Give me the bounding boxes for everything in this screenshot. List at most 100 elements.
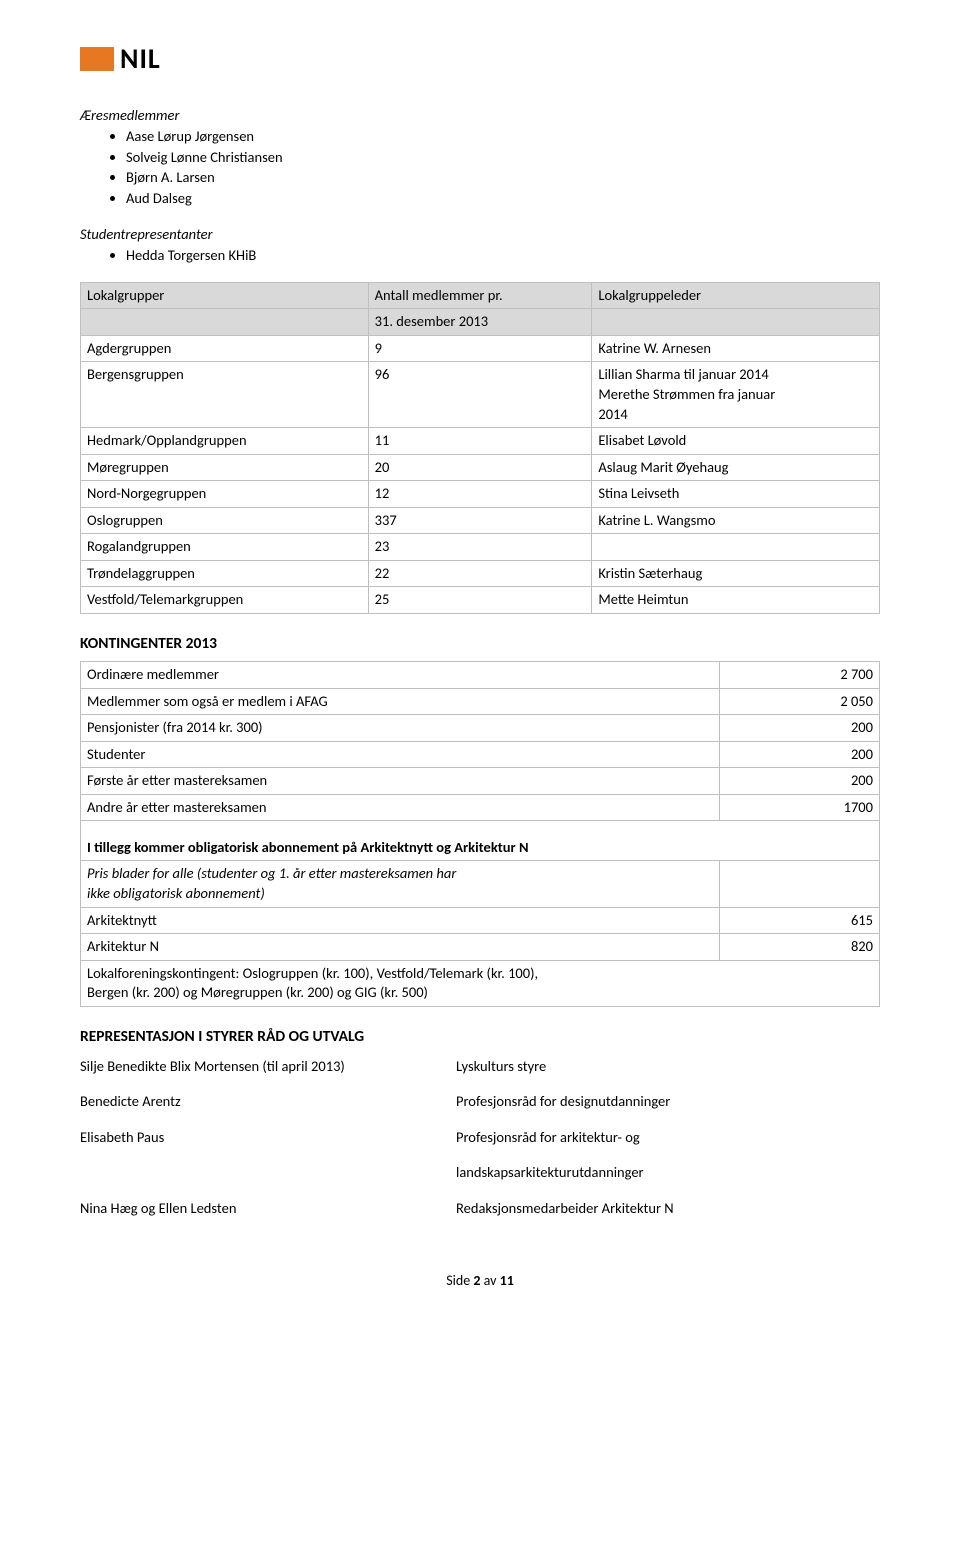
table-cell: Nina Hæg og Ellen Ledsten <box>80 1196 456 1222</box>
table-cell: Aslaug Marit Øyehaug <box>592 454 880 481</box>
table-row: Ordinære medlemmer 2 700 <box>81 661 880 688</box>
page-footer: Side 2 av 11 <box>80 1272 880 1291</box>
table-cell: Rogalandgruppen <box>81 534 369 561</box>
table-cell: Møregruppen <box>81 454 369 481</box>
table-cell <box>81 309 369 336</box>
table-cell: 337 <box>368 507 592 534</box>
table-cell: Medlemmer som også er medlem i AFAG <box>81 688 720 715</box>
table-cell: Silje Benedikte Blix Mortensen (til apri… <box>80 1054 456 1080</box>
table-cell: Mette Heimtun <box>592 587 880 614</box>
table-row <box>81 821 880 835</box>
table-cell: 20 <box>368 454 592 481</box>
table-cell: 200 <box>720 715 880 742</box>
table-cell: 2 700 <box>720 661 880 688</box>
aeres-list: Aase Lørup Jørgensen Solveig Lønne Chris… <box>80 127 880 208</box>
kontingenter-table: Ordinære medlemmer 2 700 Medlemmer som o… <box>80 661 880 1007</box>
table-row: Rogalandgruppen 23 <box>81 534 880 561</box>
pris-note: Pris blader for alle (studenter og 1. år… <box>81 861 720 907</box>
table-row: Trøndelaggruppen 22 Kristin Sæterhaug <box>81 560 880 587</box>
table-row: Første år etter mastereksamen 200 <box>81 768 880 795</box>
table-row: Andre år etter mastereksamen 1700 <box>81 794 880 821</box>
table-cell: Stina Leivseth <box>592 481 880 508</box>
footer-note: Lokalforeningskontingent: Oslogruppen (k… <box>81 960 880 1006</box>
table-cell <box>720 861 880 907</box>
table-cell: 11 <box>368 428 592 455</box>
table-cell: Agdergruppen <box>81 335 369 362</box>
kontingenter-title: KONTINGENTER 2013 <box>80 634 880 655</box>
studrep-title: Studentrepresentanter <box>80 225 880 245</box>
table-cell: 200 <box>720 768 880 795</box>
table-cell: Trøndelaggruppen <box>81 560 369 587</box>
footer-prefix: Side <box>446 1272 473 1289</box>
table-header: Antall medlemmer pr. <box>368 282 592 309</box>
table-row: Møregruppen 20 Aslaug Marit Øyehaug <box>81 454 880 481</box>
table-cell <box>80 1160 456 1186</box>
aeres-title: Æresmedlemmer <box>80 106 880 126</box>
table-cell: 22 <box>368 560 592 587</box>
table-row: Studenter 200 <box>81 741 880 768</box>
intilegg-note: I tillegg kommer obligatorisk abonnement… <box>81 835 880 861</box>
table-cell: 615 <box>720 907 880 934</box>
table-cell: Bergensgruppen <box>81 362 369 428</box>
table-cell: Nord-Norgegruppen <box>81 481 369 508</box>
table-row: Arkitektur N 820 <box>81 934 880 961</box>
table-cell: Studenter <box>81 741 720 768</box>
spacer <box>81 821 880 835</box>
table-row: Medlemmer som også er medlem i AFAG 2 05… <box>81 688 880 715</box>
table-header: Lokalgrupper <box>81 282 369 309</box>
table-cell: Første år etter mastereksamen <box>81 768 720 795</box>
table-header: Lokalgruppeleder <box>592 282 880 309</box>
list-item: Hedda Torgersen KHiB <box>126 246 880 266</box>
table-cell: Profesjonsråd for designutdanninger <box>456 1089 880 1115</box>
table-cell: Vestfold/Telemarkgruppen <box>81 587 369 614</box>
studrep-list: Hedda Torgersen KHiB <box>80 246 880 266</box>
table-cell: 200 <box>720 741 880 768</box>
representasjon-title: REPRESENTASJON I STYRER RÅD OG UTVALG <box>80 1027 880 1048</box>
table-cell: 2 050 <box>720 688 880 715</box>
table-cell: Katrine L. Wangsmo <box>592 507 880 534</box>
logo: NIL <box>80 40 880 78</box>
representasjon-table: Silje Benedikte Blix Mortensen (til apri… <box>80 1054 880 1222</box>
table-cell <box>592 309 880 336</box>
table-cell: Lyskulturs styre <box>456 1054 880 1080</box>
table-row: Bergensgruppen 96 Lillian Sharma til jan… <box>81 362 880 428</box>
table-cell: 12 <box>368 481 592 508</box>
table-cell: Ordinære medlemmer <box>81 661 720 688</box>
table-row: Agdergruppen 9 Katrine W. Arnesen <box>81 335 880 362</box>
list-item: Bjørn A. Larsen <box>126 168 880 188</box>
table-row: Silje Benedikte Blix Mortensen (til apri… <box>80 1054 880 1080</box>
table-cell: Elisabeth Paus <box>80 1125 456 1151</box>
table-row: Pensjonister (fra 2014 kr. 300) 200 <box>81 715 880 742</box>
table-row: Arkitektnytt 615 <box>81 907 880 934</box>
list-item: Solveig Lønne Christiansen <box>126 148 880 168</box>
table-subheader: 31. desember 2013 <box>368 309 592 336</box>
table-cell: 23 <box>368 534 592 561</box>
table-cell: Andre år etter mastereksamen <box>81 794 720 821</box>
table-cell: 820 <box>720 934 880 961</box>
logo-mark-icon <box>80 47 114 71</box>
table-cell: 96 <box>368 362 592 428</box>
table-cell: 25 <box>368 587 592 614</box>
footer-of: av <box>480 1272 499 1289</box>
table-row: I tillegg kommer obligatorisk abonnement… <box>81 835 880 861</box>
table-row: Pris blader for alle (studenter og 1. år… <box>81 861 880 907</box>
table-cell: Arkitektur N <box>81 934 720 961</box>
table-cell: Arkitektnytt <box>81 907 720 934</box>
logo-text: NIL <box>120 40 161 78</box>
table-row: Benedicte Arentz Profesjonsråd for desig… <box>80 1089 880 1115</box>
table-cell: 1700 <box>720 794 880 821</box>
table-row: Vestfold/Telemarkgruppen 25 Mette Heimtu… <box>81 587 880 614</box>
table-row: landskapsarkitekturutdanninger <box>80 1160 880 1186</box>
table-cell: Katrine W. Arnesen <box>592 335 880 362</box>
table-row: Elisabeth Paus Profesjonsråd for arkitek… <box>80 1125 880 1151</box>
list-item: Aase Lørup Jørgensen <box>126 127 880 147</box>
table-cell: Redaksjonsmedarbeider Arkitektur N <box>456 1196 880 1222</box>
table-cell: Hedmark/Opplandgruppen <box>81 428 369 455</box>
lokalgrupper-table: Lokalgrupper Antall medlemmer pr. Lokalg… <box>80 282 880 614</box>
table-row: Lokalforeningskontingent: Oslogruppen (k… <box>81 960 880 1006</box>
table-cell: Pensjonister (fra 2014 kr. 300) <box>81 715 720 742</box>
table-row: Nord-Norgegruppen 12 Stina Leivseth <box>81 481 880 508</box>
table-cell: Lillian Sharma til januar 2014 Merethe S… <box>592 362 880 428</box>
table-row: Oslogruppen 337 Katrine L. Wangsmo <box>81 507 880 534</box>
table-cell: Benedicte Arentz <box>80 1089 456 1115</box>
